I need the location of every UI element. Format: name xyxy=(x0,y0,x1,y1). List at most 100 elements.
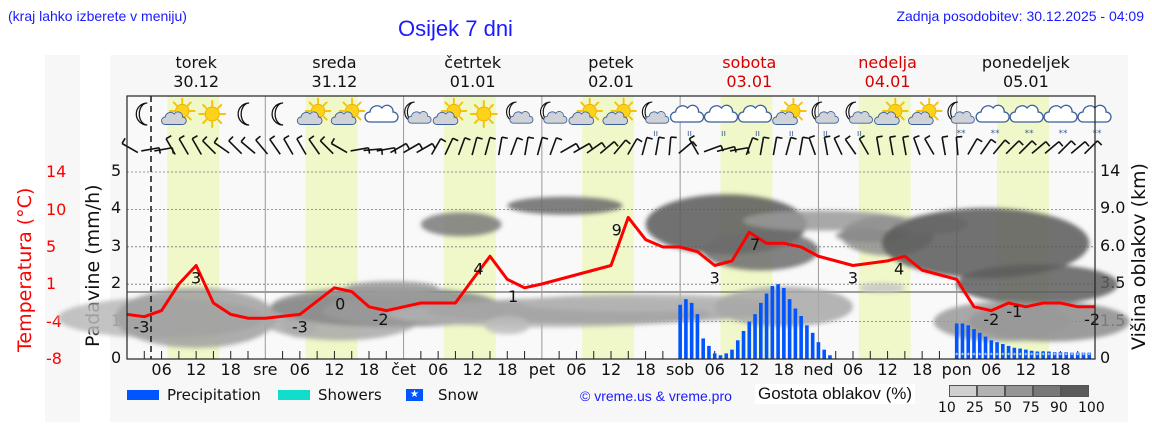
svg-text:ıı: ıı xyxy=(721,129,726,139)
svg-text:*: * xyxy=(1076,352,1079,359)
x-tick: 18 xyxy=(220,360,241,379)
wind-barb-icon xyxy=(627,138,643,155)
wind-barb-icon xyxy=(772,136,783,156)
cloud-rain-icon: ıı xyxy=(703,104,739,139)
wind-barb-icon xyxy=(255,135,269,155)
wind-barb-icon xyxy=(785,136,797,156)
svg-text:*: * xyxy=(990,352,993,359)
day-name: torek xyxy=(175,53,217,72)
svg-text:**: ** xyxy=(1059,129,1069,139)
wind-barb-icon xyxy=(1044,141,1064,154)
city-selection-hint[interactable]: (kraj lahko izberete v meniju) xyxy=(8,8,187,24)
x-tick: 06 xyxy=(289,360,311,379)
temp-value-label: -2 xyxy=(1084,310,1100,329)
day-name: petek xyxy=(588,53,634,72)
wind-barb-icon xyxy=(213,137,230,154)
day-date: 31.12 xyxy=(311,72,358,91)
moon-cloud-rain-icon: ıı xyxy=(641,101,670,139)
cloud-density-label: 100 xyxy=(1078,400,1105,416)
svg-text:*: * xyxy=(1001,352,1004,359)
temp-value-label: -3 xyxy=(292,317,308,336)
svg-text:*: * xyxy=(1036,352,1039,359)
x-tick: 12 xyxy=(600,360,622,379)
cloud-density-swatch xyxy=(1033,385,1061,397)
temp-tick: 10 xyxy=(46,200,67,219)
svg-text:*: * xyxy=(1013,352,1016,359)
wind-barb-icon xyxy=(668,136,677,156)
day-name: ponedeljek xyxy=(981,53,1070,72)
precipitation-legend-label: Precipitation xyxy=(167,386,261,404)
svg-text:**: ** xyxy=(957,129,967,139)
copyright-link[interactable]: © vreme.us & vreme.pro xyxy=(580,388,732,404)
wind-barb-icon xyxy=(497,136,508,156)
showers-legend-swatch xyxy=(278,390,310,400)
temp-value-label: -1 xyxy=(1006,302,1022,321)
wind-barb-icon xyxy=(202,135,217,155)
x-tick: 18 xyxy=(911,360,933,379)
wind-barb-icon xyxy=(330,137,348,154)
temp-tick: 1 xyxy=(46,274,57,293)
wind-barb-icon xyxy=(573,142,594,154)
cloud-snow-icon: ** xyxy=(1043,104,1078,139)
sun-cloud-rain-icon: ıı xyxy=(772,97,807,139)
x-tick: sre xyxy=(253,360,278,379)
x-tick: 12 xyxy=(462,360,483,379)
last-update: Zadnja posodobitev: 30.12.2025 - 04:09 xyxy=(896,8,1144,24)
cloud-rain-icon: ıı xyxy=(737,104,773,139)
day-header-6: nedelja 04.01 xyxy=(828,53,948,91)
temp-tick: -4 xyxy=(46,312,62,331)
x-tick: 18 xyxy=(635,360,656,379)
cloud-height-tick: 14 xyxy=(1100,161,1121,180)
x-tick: 12 xyxy=(185,360,207,379)
temp-value-label: -2 xyxy=(983,310,999,329)
cloud-snow-icon: ** xyxy=(1077,104,1112,139)
precipitation-legend-swatch xyxy=(127,390,159,400)
wind-barb-icon xyxy=(430,138,447,155)
cloud-rain-icon: ıı xyxy=(669,104,705,139)
x-tick: 06 xyxy=(842,360,864,379)
svg-text:*: * xyxy=(1065,352,1068,359)
wind-barb-icon xyxy=(833,134,843,156)
cloud-snow-icon: ** xyxy=(975,104,1010,139)
x-tick: sob xyxy=(666,360,695,379)
precip-tick: 0 xyxy=(111,348,122,367)
day-name: nedelja xyxy=(858,53,917,72)
svg-text:*: * xyxy=(1088,352,1091,359)
day-header-3: četrtek 01.01 xyxy=(413,53,533,91)
day-header-5: sobota 03.01 xyxy=(689,53,809,91)
wind-barb-icon xyxy=(560,142,580,154)
wind-barb-icon xyxy=(1031,141,1051,154)
wind-barb-icon xyxy=(121,137,139,154)
wind-barb-icon xyxy=(641,136,653,156)
cloud-density-swatch xyxy=(1061,385,1089,397)
wind-barb-icon xyxy=(888,135,896,156)
cloud-density-title: Gostota oblakov (%) xyxy=(755,384,916,404)
cloud-height-tick: 9.0 xyxy=(1100,198,1126,218)
svg-text:ıı: ıı xyxy=(687,129,692,139)
svg-text:*: * xyxy=(996,352,999,359)
wind-barb-icon xyxy=(484,136,496,156)
x-tick: 12 xyxy=(877,360,898,379)
wind-barb-icon xyxy=(586,141,606,154)
x-tick: 12 xyxy=(324,360,345,379)
temp-value-label: 3 xyxy=(848,269,858,288)
x-tick: 06 xyxy=(981,360,1002,379)
cloud-density-label: 50 xyxy=(994,400,1012,416)
wind-barb-icon xyxy=(390,142,410,154)
svg-text:*: * xyxy=(1007,352,1010,359)
temp-value-label: 7 xyxy=(750,235,760,254)
moon-cloud-rain-icon: ıı xyxy=(845,101,873,139)
day-name: sreda xyxy=(312,53,357,72)
snow-star-icon: ★ xyxy=(406,389,423,401)
wind-barb-icon xyxy=(798,136,809,156)
snow-legend-label: Snow xyxy=(438,386,479,404)
x-tick: 06 xyxy=(427,360,449,379)
moon-cloud-rain-icon: ıı xyxy=(811,101,839,139)
wind-barb-icon xyxy=(1005,140,1024,155)
temp-tick: 14 xyxy=(46,162,67,181)
sun-icon xyxy=(198,100,227,128)
svg-text:ıı: ıı xyxy=(653,129,658,139)
svg-text:*: * xyxy=(961,352,964,359)
svg-text:*: * xyxy=(973,352,976,359)
day-date: 02.01 xyxy=(588,72,634,91)
